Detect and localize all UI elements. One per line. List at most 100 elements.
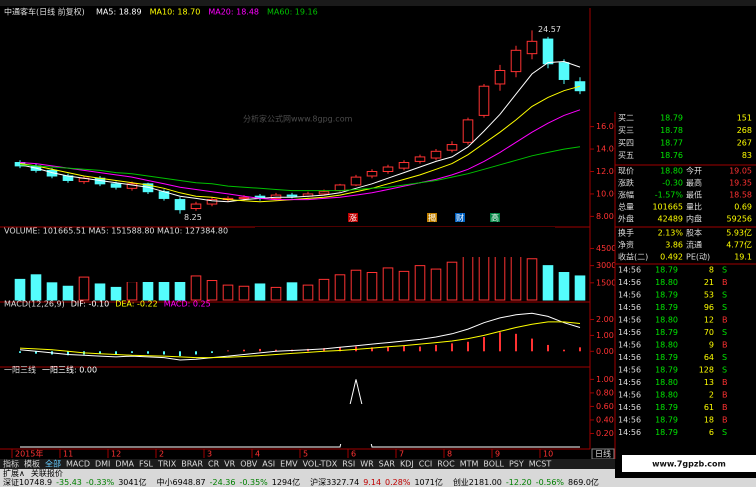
indicator-tab[interactable]: 指标 [3,459,19,469]
indicator-tab[interactable]: MCST [529,460,552,469]
stat-label: 最低 [686,190,702,200]
volume-bar [30,274,42,301]
finance-label: 流通 [686,240,702,250]
bid-volume: 83 [742,151,752,160]
legend-entry: 一阳三线: 0.00 [42,365,97,375]
x-tick-label: 7 [399,450,404,459]
candle-body [190,203,202,210]
indicator-tab[interactable]: ASI [262,460,275,469]
high-label: 24.57 [538,25,561,34]
x-tick-label: 11 [63,450,73,459]
x-tick-label: 10 [543,450,553,459]
tick-volume: 2 [709,391,714,400]
volume-bar [286,282,298,301]
indicator-tab[interactable]: MACD [66,460,90,469]
finance-value: 2.13% [658,229,684,238]
indicator-tab[interactable]: RSI [342,460,355,469]
bid-volume: 268 [737,126,752,135]
tick-time: 14:56 [618,291,641,300]
candle-body [494,70,506,85]
indicator-tab[interactable]: VOL-TDX [303,460,338,469]
stat-value: 42489 [658,215,683,224]
x-tick-label: 3 [207,450,212,459]
x-tick-label: 2 [159,450,164,459]
tick-time: 14:56 [618,353,641,362]
watermark: 分析家公式网www.8gpg.com [243,114,353,124]
stat-label: 涨跌 [618,178,634,188]
bid-price: 18.77 [660,139,683,148]
indicator-tab[interactable]: KDJ [400,460,414,469]
indicator-tab[interactable]: VR [224,460,235,469]
candle-body [318,191,330,195]
indicator-tab[interactable]: EMV [280,460,298,469]
indicator-tab[interactable]: PSY [509,460,524,469]
volume-bar [222,284,234,301]
event-label: 高 [491,213,499,223]
status-bar [0,478,756,487]
indicator-tab[interactable]: TRIX [157,460,177,469]
tick-price: 18.80 [655,341,678,350]
ma-line [19,109,581,201]
tick-price: 18.79 [655,366,678,375]
panel-title: VOLUME: 101665.51 MA5: 151588.80 MA10: 1… [4,227,228,236]
indicator-tab[interactable]: 模板 [24,459,40,469]
plot-layer: 中通客车(日线 前复权) MA5: 18.89 MA10: 18.70 MA20: 1… [0,7,756,487]
sub-tab[interactable]: 关联报价 [31,468,63,478]
candle-body [142,183,154,193]
tick-side: S [722,428,727,437]
tick-price: 18.79 [655,303,678,312]
indicator-tab[interactable]: FSL [139,460,154,469]
period-tab-label[interactable]: 日线 [595,449,611,459]
finance-label: 换手 [618,228,634,238]
stat-label: 现价 [618,167,634,176]
indicator-tab[interactable]: ROC [437,460,455,469]
x-tick-label: 5 [303,450,308,459]
indicator-tab[interactable]: DMI [95,460,110,469]
bid-label: 买四 [618,139,634,148]
bid-price: 18.76 [660,151,683,160]
indicator-tab[interactable]: WR [360,460,374,469]
menu-bar [0,0,756,6]
indicator-tab[interactable]: 全部 [45,459,61,469]
bid-price: 18.79 [660,114,683,123]
tick-price: 18.80 [655,378,678,387]
tick-price: 18.80 [655,278,678,287]
indicator-tab[interactable]: SAR [379,460,396,469]
candle-body [334,184,346,192]
tick-volume: 13 [704,378,714,387]
redaction [255,227,555,257]
candle-body [366,171,378,177]
watermark: www.7gpzb.com [652,460,726,469]
stat-value: 18.58 [729,191,752,200]
indicator-tab[interactable]: BOLL [483,460,504,469]
indicator-tab[interactable]: DMA [115,460,134,469]
indicator-tab[interactable]: CR [208,460,220,469]
indicator-tab[interactable]: BRAR [181,460,203,469]
finance-value: 0.492 [660,253,683,262]
panel-title: MACD(12,26,9) [4,300,65,309]
tick-price: 18.79 [655,328,678,337]
volume-bar [318,278,330,301]
quote-panel [615,112,756,449]
tick-side: B [722,341,728,350]
finance-value: 5.93亿 [726,228,752,238]
indicator-tab[interactable]: MTM [460,460,479,469]
y-tick-label: 2.00 [596,315,614,324]
volume-bar [414,265,426,301]
y-tick-label: 0.60 [596,402,614,411]
bid-label: 买三 [618,126,634,135]
volume-bar [398,270,410,301]
indicator-tab[interactable]: OBV [240,460,258,469]
y-tick-label: 1.00 [596,331,614,340]
volume-bar [14,278,26,301]
indicator-tab[interactable]: CCI [419,460,433,469]
tick-side: B [722,416,728,425]
status-item: -35.43 [56,478,82,487]
candle-body [382,166,394,172]
status-item: 3041亿 [118,477,146,487]
volume-bar [542,265,554,301]
tick-price: 18.80 [655,316,678,325]
tick-time: 14:56 [618,391,641,400]
sub-tab[interactable]: 扩展∧ [3,468,25,478]
status-item: -0.33% [86,478,115,487]
